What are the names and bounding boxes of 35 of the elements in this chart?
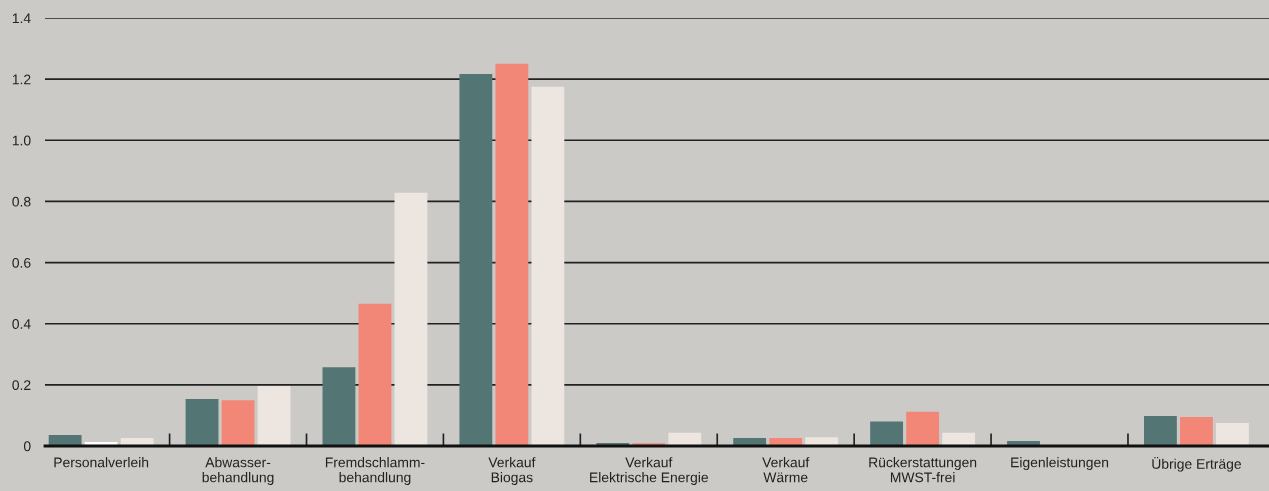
bar [1180, 416, 1213, 446]
y-tick-label: 0.6 [12, 257, 31, 268]
x-tick-label: Übrige Erträge [1152, 457, 1241, 472]
bar [221, 400, 255, 446]
bar [1216, 423, 1249, 446]
bar [1144, 416, 1177, 446]
bar [495, 63, 529, 446]
x-tick-label: Rückerstattungen MWST-frei [869, 457, 977, 483]
x-tick-label: Verkauf Biogas [488, 457, 536, 486]
bar [906, 411, 940, 446]
y-tick-label: 1.4 [12, 13, 31, 24]
bar [942, 432, 976, 446]
bar [531, 86, 565, 446]
y-tick-label: 0.8 [12, 196, 31, 207]
bar [459, 73, 493, 446]
y-tick-label: 1.0 [12, 135, 31, 146]
x-tick-label: Personalverleih [54, 457, 149, 468]
bar [870, 421, 904, 446]
x-tick-label: Fremdschlamm- behandlung [325, 457, 425, 486]
y-tick-label: 0.2 [12, 380, 31, 391]
y-tick-label: 1.2 [12, 74, 31, 85]
y-tick-label: 0.4 [12, 319, 31, 329]
bar [257, 386, 291, 446]
bar [185, 398, 219, 446]
y-tick-label: 0 [23, 441, 31, 452]
bar [358, 303, 392, 446]
bar [668, 432, 702, 446]
bar [48, 434, 82, 446]
x-tick-label: Verkauf Elektrische Energie [590, 457, 708, 486]
bar [322, 367, 356, 446]
x-tick-label: Verkauf Wärme [762, 457, 810, 483]
x-tick-label: Abwasser- behandlung [202, 457, 274, 486]
bar [394, 192, 428, 446]
bar [805, 437, 839, 446]
x-tick-label: Eigenleistungen [1011, 457, 1109, 471]
